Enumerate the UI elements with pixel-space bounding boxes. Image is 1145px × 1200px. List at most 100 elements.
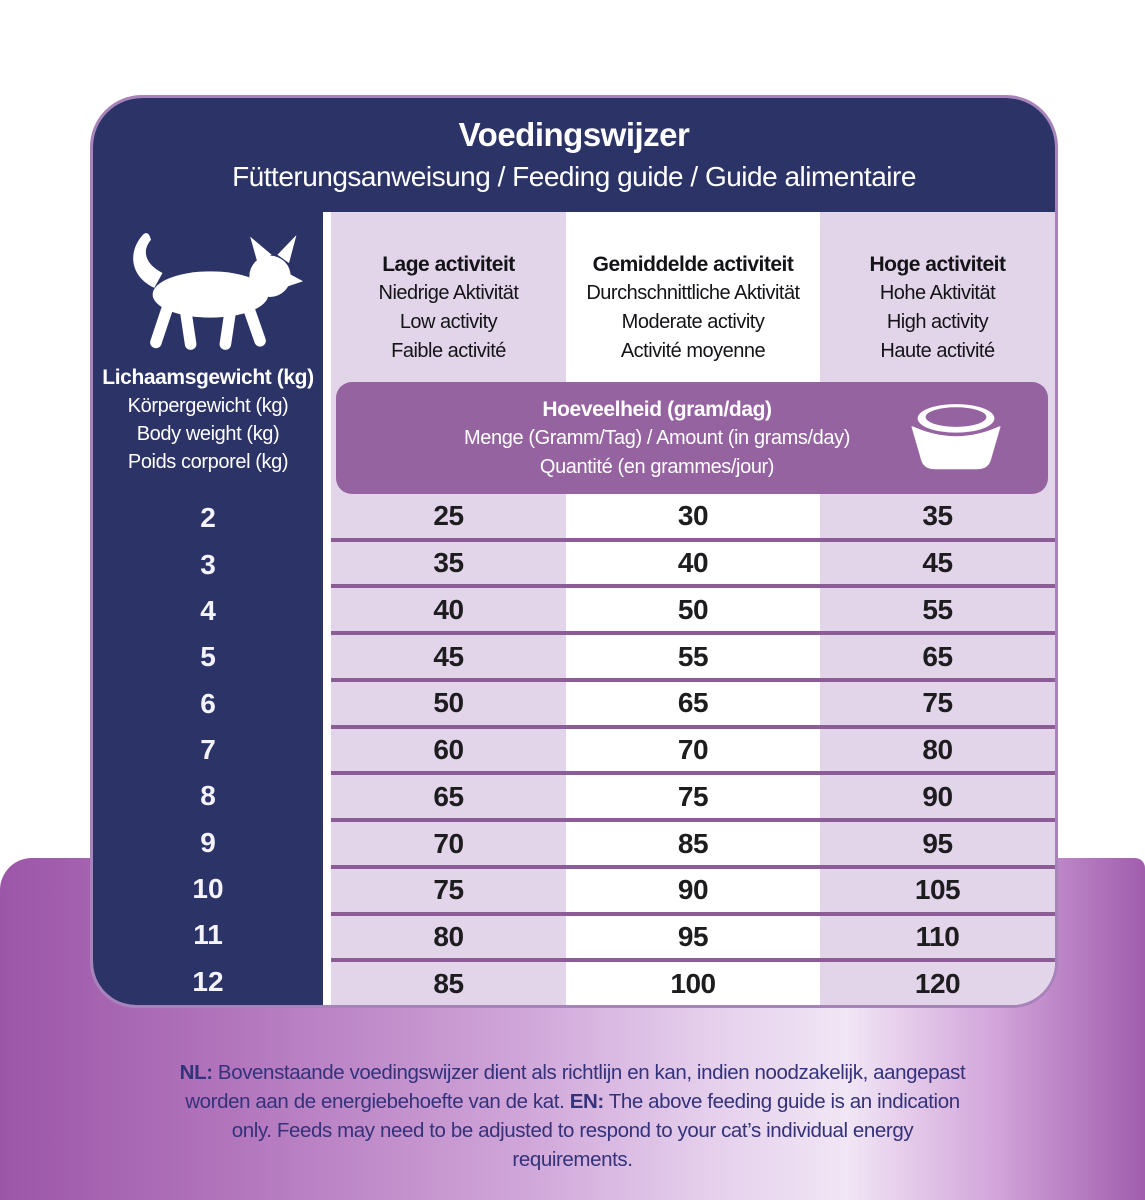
column-header-low-nl: Lage activiteit [382, 253, 515, 276]
weight-value: 10 [192, 873, 224, 905]
amount-cell: 45 [922, 547, 953, 579]
table-row: 40 50 55 [331, 584, 1055, 631]
amount-cell: 75 [922, 687, 953, 719]
column-header-low-de: Niedrige Aktivität [378, 282, 519, 304]
amount-cell: 55 [922, 593, 953, 625]
amount-cell: 40 [677, 547, 709, 579]
amount-banner: Hoeveelheid (gram/dag) Menge (Gramm/Tag)… [336, 382, 1048, 494]
footer-en-text: The above feeding guide is an indication… [231, 1090, 960, 1171]
table-row: 50 65 75 [331, 677, 1055, 725]
footer-nl-label: NL: [179, 1061, 213, 1084]
column-header-high-de: Hohe Aktivität [879, 282, 996, 304]
footer-note: NL: Bovenstaande voedingswijzer dient al… [0, 1058, 1145, 1174]
weight-value: 12 [192, 965, 224, 997]
amount-cell: 50 [433, 687, 464, 719]
card-body: Lichaamsgewicht (kg) Körpergewicht (kg) … [93, 212, 1055, 1005]
amount-cell: 85 [677, 827, 709, 859]
amount-cell: 75 [677, 780, 709, 812]
column-header-low-en: Low activity [399, 311, 498, 333]
table-row: 25 30 35 [331, 495, 1055, 538]
amount-cell: 110 [915, 920, 960, 952]
stripe-high-activity [820, 212, 1055, 1005]
amount-cell: 80 [433, 920, 464, 952]
weight-value: 3 [200, 548, 216, 580]
column-header-moderate: Gemiddelde activiteit Durchschnittliche … [566, 212, 820, 382]
amount-cell: 50 [677, 593, 709, 625]
weight-label-nl: Lichaamsgewicht (kg) [102, 366, 314, 389]
column-header-moderate-en: Moderate activity [621, 311, 765, 333]
amount-cell: 90 [922, 780, 953, 812]
column-header-moderate-nl: Gemiddelde activiteit [592, 253, 794, 276]
page-subtitle: Fütterungsanweisung / Feeding guide / Gu… [232, 161, 916, 192]
amount-cell: 95 [677, 920, 709, 952]
weight-label-de: Körpergewicht (kg) [127, 395, 289, 417]
pet-bowl-icon [898, 399, 1014, 477]
table-row: 35 40 45 [331, 537, 1055, 585]
weight-values: 2 3 4 5 6 7 8 9 10 11 12 [93, 495, 323, 1005]
table-row: 65 75 90 [331, 771, 1055, 818]
weight-value: 7 [200, 733, 216, 765]
activity-column-headers: Lage activiteit Niedrige Aktivität Low a… [331, 212, 1055, 382]
weight-label-fr: Poids corporel (kg) [127, 451, 289, 473]
table-row: 45 55 65 [331, 631, 1055, 678]
amount-banner-de-en: Menge (Gramm/Tag) / Amount (in grams/day… [464, 427, 850, 449]
amount-cell: 55 [677, 640, 709, 672]
amount-cell: 65 [677, 687, 709, 719]
weight-column: Lichaamsgewicht (kg) Körpergewicht (kg) … [93, 212, 323, 1005]
weight-value: 4 [200, 594, 216, 626]
column-gutter [323, 212, 331, 1005]
amount-cell: 65 [433, 780, 464, 812]
amount-banner-text: Hoeveelheid (gram/dag) Menge (Gramm/Tag)… [336, 382, 1048, 482]
weight-value: 6 [200, 687, 216, 719]
column-header-moderate-de: Durchschnittliche Aktivität [586, 282, 800, 304]
column-header-high-nl: Hoge activiteit [869, 253, 1006, 276]
card-header: Voedingswijzer Fütterungsanweisung / Fee… [93, 98, 1055, 212]
table-row: 60 70 80 [331, 724, 1055, 772]
table-row: 70 85 95 [331, 818, 1055, 865]
column-header-moderate-fr: Activité moyenne [620, 340, 766, 362]
amount-banner-fr: Quantité (en grammes/jour) [539, 456, 775, 478]
amount-cell: 85 [433, 967, 464, 999]
table-row: 75 90 105 [331, 864, 1055, 912]
weight-value: 11 [193, 919, 223, 951]
cat-silhouette-icon [112, 230, 304, 354]
stripe-low-activity [331, 212, 566, 1005]
amount-cell: 90 [677, 874, 709, 906]
amounts-table: 25 30 35 35 40 45 40 50 55 45 55 65 50 65 75 60 70 80 65 75… [331, 495, 1055, 1005]
footer-nl-text: Bovenstaande voedingswijzer dient als ri… [185, 1061, 966, 1113]
footer-en-label: EN: [569, 1090, 605, 1113]
amount-cell: 25 [433, 500, 464, 532]
stripe-moderate-activity [566, 212, 820, 1005]
amount-cell: 70 [677, 734, 709, 766]
amount-banner-nl: Hoeveelheid (gram/dag) [542, 398, 772, 421]
weight-value: 2 [200, 502, 216, 534]
amounts-area: Lage activiteit Niedrige Aktivität Low a… [331, 212, 1055, 1005]
amount-cell: 45 [433, 640, 464, 672]
amount-cell: 60 [433, 734, 464, 766]
page-title: Voedingswijzer [458, 116, 690, 153]
amount-cell: 120 [914, 967, 961, 999]
feeding-guide-card: Voedingswijzer Fütterungsanweisung / Fee… [90, 95, 1058, 1008]
weight-value: 8 [200, 780, 216, 812]
weight-label: Lichaamsgewicht (kg) Körpergewicht (kg) … [93, 364, 323, 476]
amount-cell: 35 [922, 500, 953, 532]
table-row: 80 95 110 [331, 911, 1055, 959]
column-header-low-fr: Faible activité [391, 340, 506, 362]
amount-cell: 100 [670, 967, 716, 999]
amount-cell: 35 [433, 547, 464, 579]
footer-note-text: NL: Bovenstaande voedingswijzer dient al… [173, 1058, 973, 1174]
amount-cell: 70 [433, 827, 464, 859]
weight-value: 9 [200, 826, 216, 858]
amount-cell: 80 [922, 734, 953, 766]
amount-cell: 40 [433, 593, 464, 625]
amount-cell: 65 [922, 640, 953, 672]
amount-cell: 75 [433, 874, 464, 906]
amount-cell: 30 [677, 500, 709, 532]
column-header-low: Lage activiteit Niedrige Aktivität Low a… [331, 212, 566, 382]
column-header-high-en: High activity [886, 311, 989, 333]
column-header-high-fr: Haute activité [880, 340, 995, 362]
column-header-high: Hoge activiteit Hohe Aktivität High acti… [820, 212, 1055, 382]
weight-value: 5 [200, 641, 216, 673]
amount-cell: 105 [914, 874, 961, 906]
